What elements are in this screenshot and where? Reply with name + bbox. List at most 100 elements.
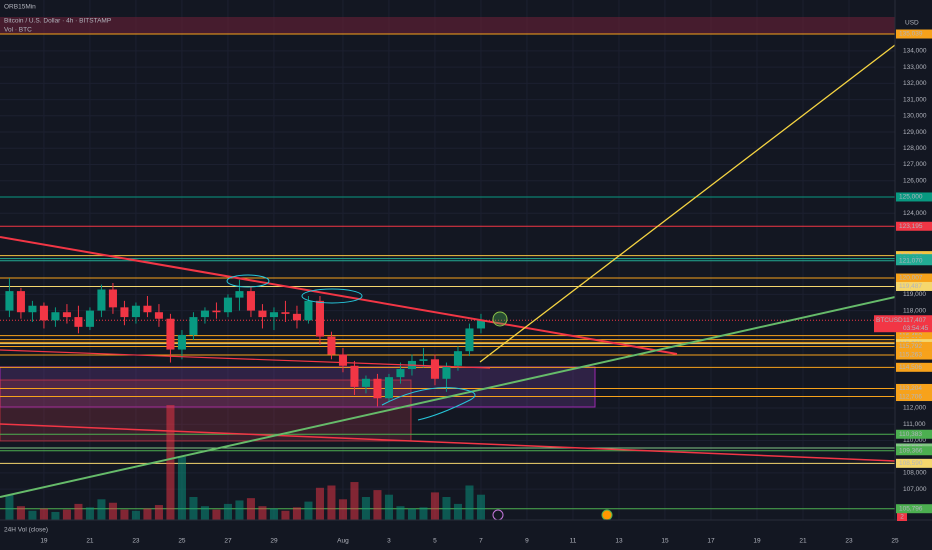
y-tick-label: 112,000 bbox=[903, 405, 926, 412]
y-tick-label: 134,000 bbox=[903, 48, 927, 55]
volume-bar bbox=[304, 501, 313, 520]
current-price: 117,407 bbox=[903, 317, 926, 324]
candle-body bbox=[189, 317, 198, 335]
candle-body bbox=[338, 354, 347, 366]
ellipse bbox=[226, 274, 270, 288]
volume-bar bbox=[361, 497, 370, 520]
candle-body bbox=[166, 318, 175, 350]
volume-bar bbox=[292, 507, 301, 520]
volume-bar bbox=[131, 510, 140, 520]
level-label-box bbox=[896, 429, 932, 439]
volume-bar bbox=[269, 508, 278, 520]
candle-body bbox=[16, 291, 25, 313]
x-tick-label: 3 bbox=[387, 538, 391, 545]
x-tick-label: 23 bbox=[132, 538, 140, 545]
volume-bar bbox=[143, 508, 152, 520]
volume-bar bbox=[407, 508, 416, 520]
volume-bar bbox=[430, 492, 439, 520]
volume-bar bbox=[350, 482, 359, 520]
level-label-box bbox=[896, 29, 932, 39]
y-tick-label: 111,000 bbox=[903, 421, 926, 428]
candle-body bbox=[292, 313, 301, 321]
indicator-label: ORB15Min bbox=[4, 4, 36, 11]
x-tick-label: 19 bbox=[40, 538, 48, 545]
candle-body bbox=[327, 336, 336, 355]
level-label: 135,039 bbox=[899, 31, 923, 38]
candle-body bbox=[51, 312, 60, 321]
volume-bar bbox=[396, 506, 405, 520]
candle-body bbox=[476, 320, 485, 329]
level-label-box bbox=[896, 392, 932, 402]
level-label-box bbox=[896, 383, 932, 393]
candle-body bbox=[97, 289, 106, 311]
candle-body bbox=[200, 310, 209, 318]
level-label-box bbox=[896, 281, 932, 291]
volume-bar bbox=[246, 498, 255, 520]
level-label: 109,366 bbox=[899, 447, 923, 454]
level-label-box bbox=[896, 273, 932, 283]
candle-body bbox=[304, 300, 313, 321]
level-label: 123,195 bbox=[899, 223, 923, 230]
level-label: 110,383 bbox=[899, 431, 922, 438]
volume-bar bbox=[108, 502, 117, 520]
candle-body bbox=[131, 305, 140, 318]
candle-body bbox=[384, 377, 393, 399]
volume-bar bbox=[235, 500, 244, 520]
volume-bar bbox=[28, 510, 37, 520]
volume-bar bbox=[16, 506, 25, 520]
volume-bar bbox=[51, 511, 60, 520]
volume-bar bbox=[177, 456, 186, 520]
candle-body bbox=[361, 378, 370, 387]
y-tick-label: 107,000 bbox=[903, 486, 927, 493]
ellipse-sketch bbox=[381, 387, 476, 421]
trend-line-yellow bbox=[479, 44, 896, 363]
candle-body bbox=[177, 334, 186, 350]
candle-body bbox=[281, 312, 290, 314]
candle-body bbox=[373, 378, 382, 399]
trend-line-red-thin bbox=[0, 349, 491, 369]
volume-bar bbox=[200, 506, 209, 520]
volume-bar bbox=[258, 506, 267, 520]
y-tick-label: 110,000 bbox=[903, 437, 926, 444]
highlight-circle bbox=[492, 311, 508, 327]
volume-bar bbox=[120, 509, 129, 520]
volume-bar bbox=[453, 503, 462, 520]
alert-count: 2 bbox=[900, 514, 904, 521]
candles bbox=[5, 278, 485, 407]
candle-body bbox=[430, 359, 439, 379]
candle-body bbox=[453, 351, 462, 366]
volume-bar bbox=[62, 509, 71, 520]
level-label-box bbox=[896, 192, 932, 202]
y-tick-label: 132,000 bbox=[903, 80, 927, 87]
level-label-box bbox=[896, 256, 932, 266]
level-label: 108,590 bbox=[899, 460, 923, 467]
candle-body bbox=[258, 310, 267, 318]
level-label: 125,000 bbox=[899, 194, 923, 201]
x-tick-label: 21 bbox=[799, 538, 807, 545]
countdown: 03:54:45 bbox=[903, 325, 929, 332]
volume-bar bbox=[419, 507, 428, 520]
y-tick-label: 127,000 bbox=[903, 161, 927, 168]
y-tick-label: 126,000 bbox=[903, 177, 927, 184]
candle-body bbox=[120, 307, 129, 318]
current-price-box bbox=[874, 315, 932, 333]
candle-body bbox=[350, 365, 359, 387]
alert-badge bbox=[897, 512, 907, 521]
candle-body bbox=[85, 310, 94, 327]
volume-bar bbox=[281, 510, 290, 520]
level-label-box bbox=[896, 362, 932, 372]
candle-body bbox=[396, 369, 405, 378]
trend-line-red-low bbox=[0, 423, 896, 462]
y-tick-label: 129,000 bbox=[903, 129, 927, 136]
candle-body bbox=[246, 291, 255, 311]
volume-bar bbox=[338, 499, 347, 520]
y-tick-label: 128,000 bbox=[903, 145, 927, 152]
volume-bar bbox=[465, 485, 474, 520]
level-label: 112,706 bbox=[899, 393, 922, 400]
level-label-box bbox=[896, 350, 932, 360]
candle-body bbox=[212, 310, 221, 313]
y-tick-label: 131,000 bbox=[903, 96, 927, 103]
candle-body bbox=[269, 312, 278, 318]
volume-bar bbox=[166, 405, 175, 520]
